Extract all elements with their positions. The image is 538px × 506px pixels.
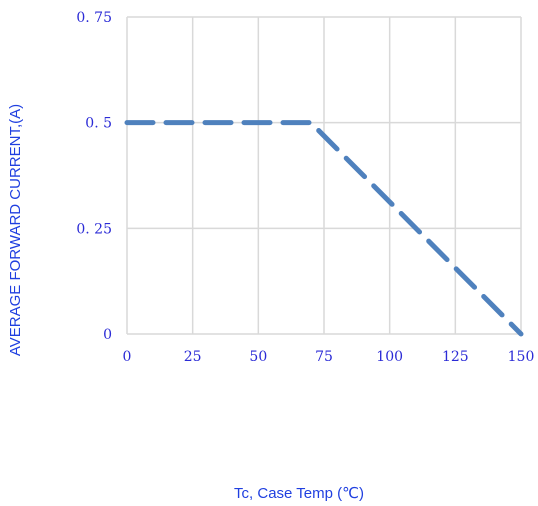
y-tick-label: 0 xyxy=(103,327,112,343)
y-tick-label: 0. 75 xyxy=(76,10,112,26)
y-axis-ticks: 0 0. 25 0. 5 0. 75 xyxy=(76,10,112,343)
y-tick-label: 0. 5 xyxy=(85,116,112,132)
y-tick-label: 0. 25 xyxy=(76,221,112,237)
x-tick-label: 50 xyxy=(249,349,267,365)
x-tick-label: 0 xyxy=(123,349,132,365)
grid xyxy=(126,16,522,335)
x-tick-label: 25 xyxy=(184,349,202,365)
y-axis-title: AVERAGE FORWARD CURRENT,(A) xyxy=(7,104,24,356)
x-tick-label: 125 xyxy=(442,349,469,365)
x-tick-label: 150 xyxy=(508,349,535,365)
x-tick-label: 100 xyxy=(376,349,403,365)
x-axis-title: Tc, Case Temp (℃) xyxy=(234,485,364,502)
series-line xyxy=(124,120,524,337)
x-axis-ticks: 0 25 50 75 100 125 150 xyxy=(123,349,535,365)
x-tick-label: 75 xyxy=(315,349,333,365)
series xyxy=(124,120,524,337)
